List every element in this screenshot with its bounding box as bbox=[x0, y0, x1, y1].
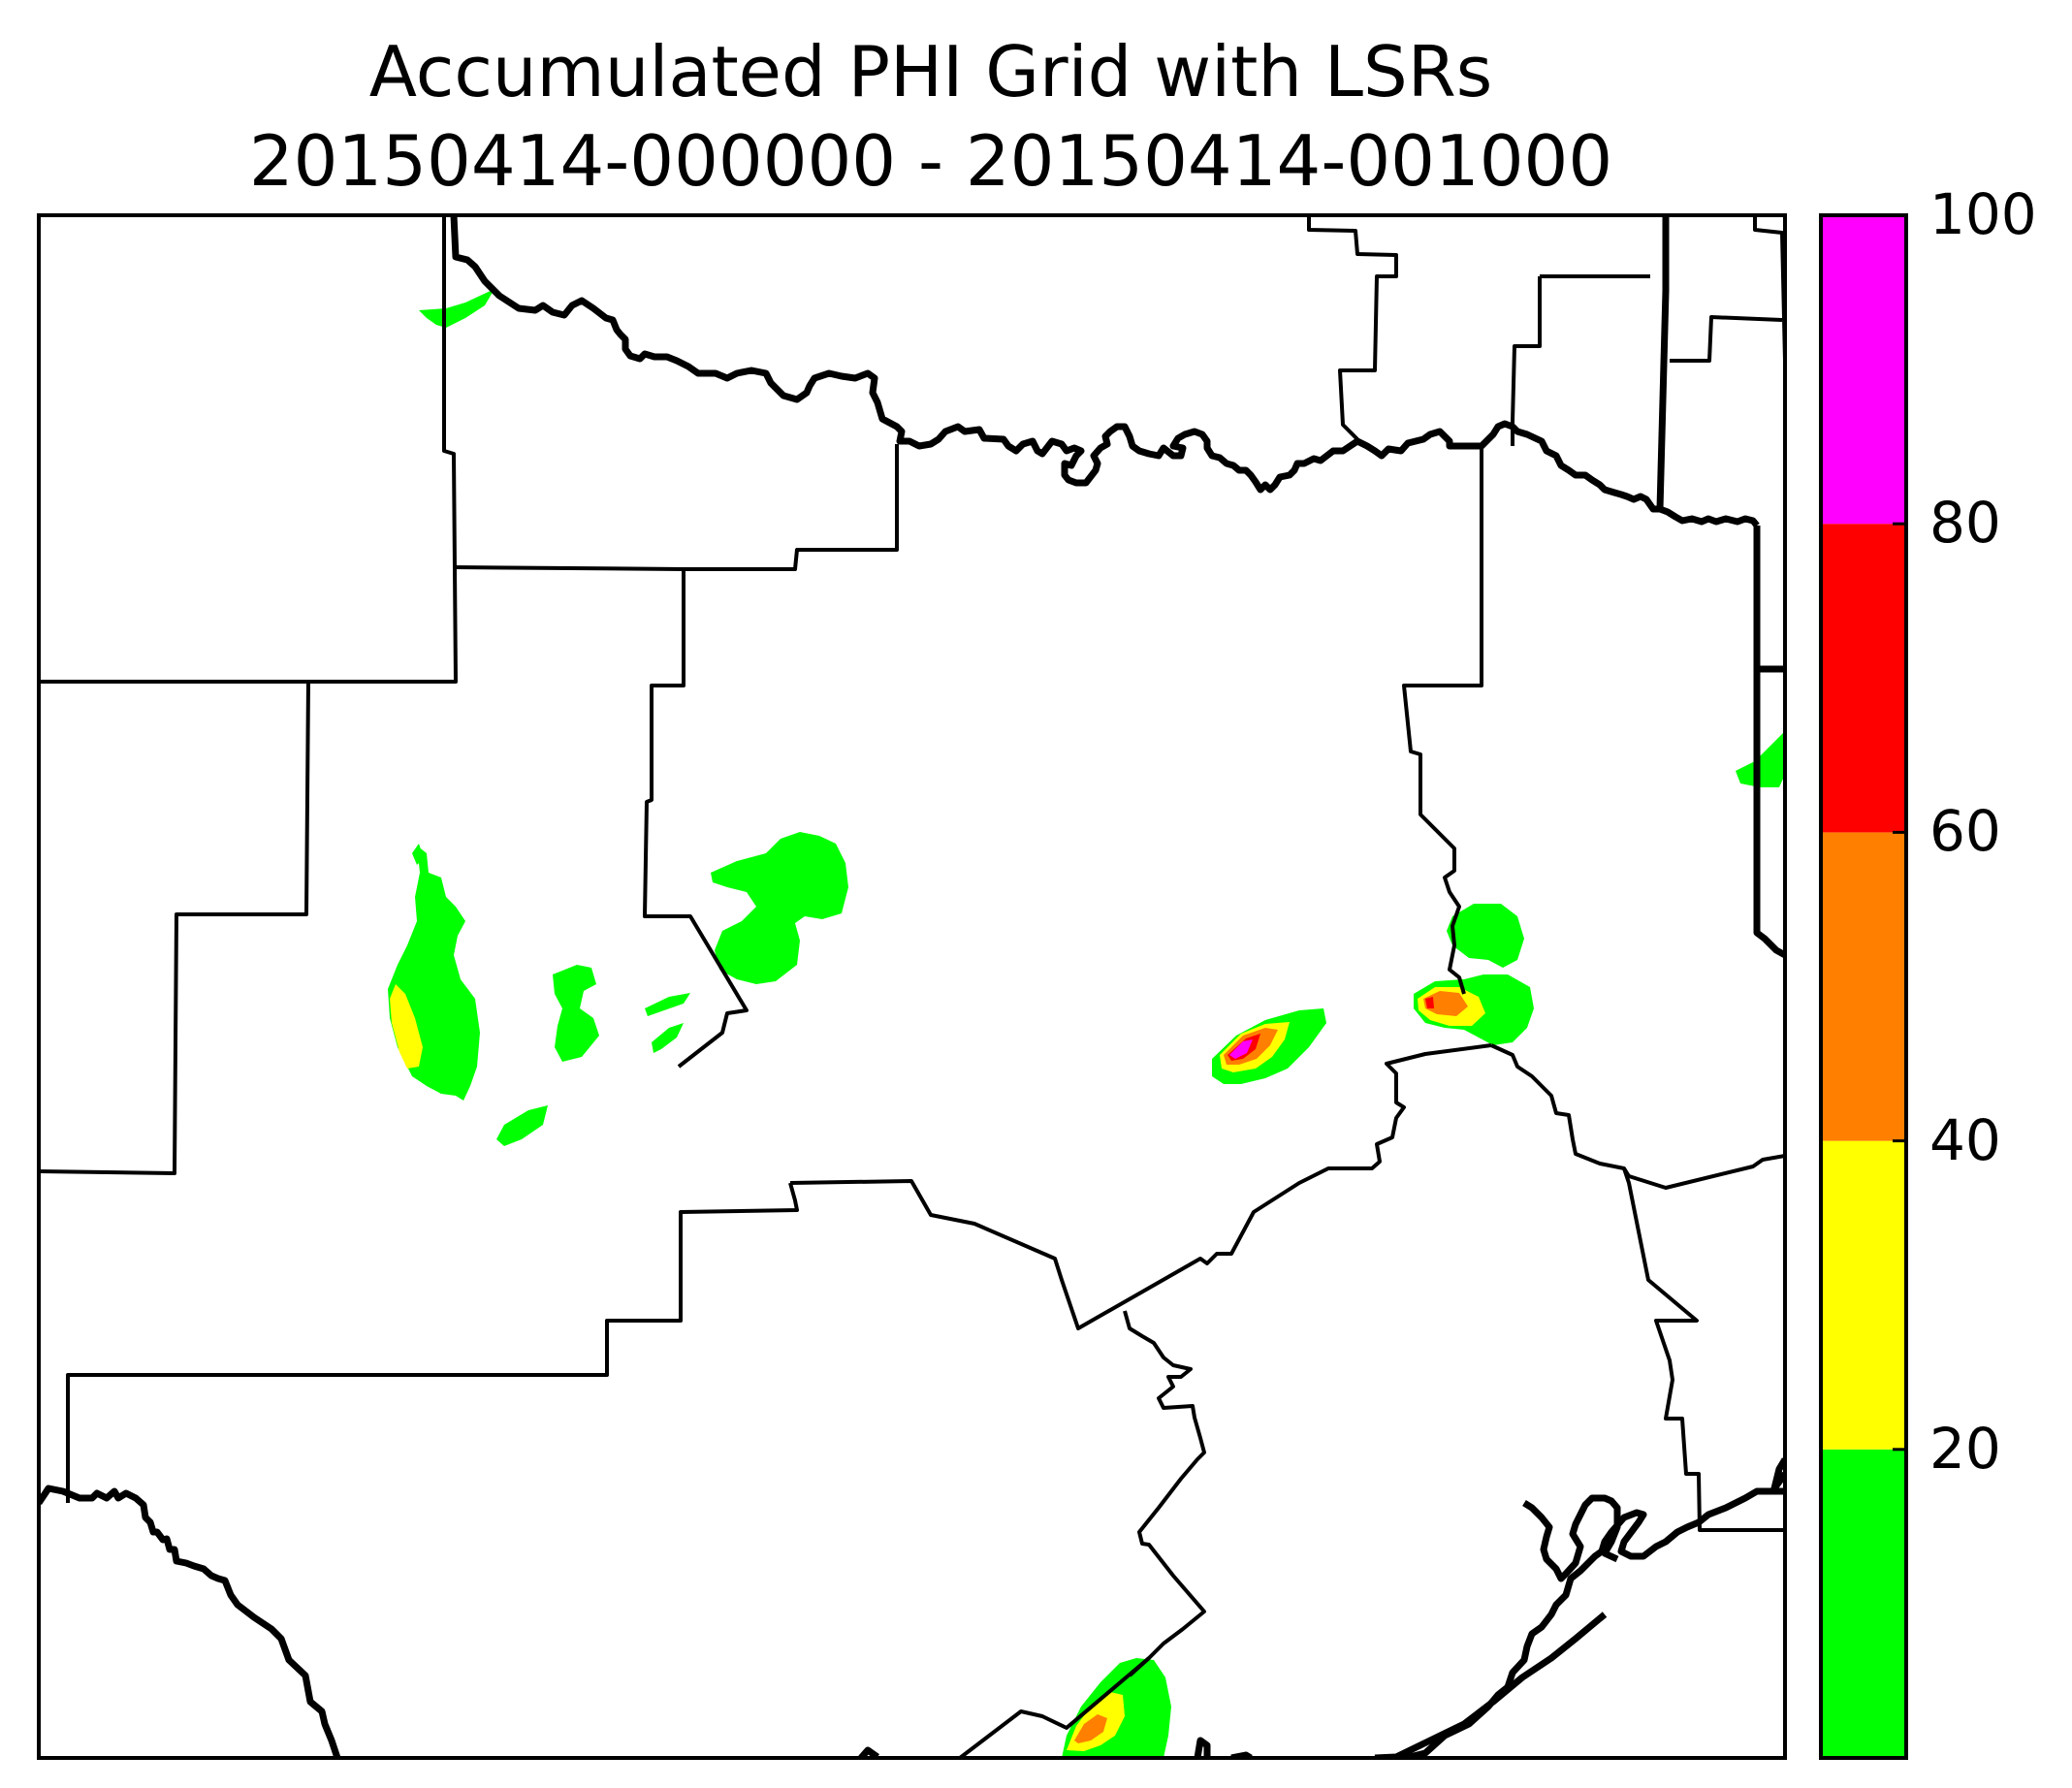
colorbar-ticks bbox=[1893, 213, 1906, 1452]
map-title-line2: 20150414-000000 - 20150414-001000 bbox=[248, 120, 1613, 202]
phi-cell-central-intense bbox=[1212, 1008, 1326, 1084]
colorbar-bin-40-60 bbox=[1821, 832, 1906, 1141]
colorbar-bin-0-20 bbox=[1821, 1449, 1906, 1758]
colorbar bbox=[1819, 213, 1908, 1760]
phi-area-extreme bbox=[1229, 1039, 1253, 1059]
phi-cell-small-southwest bbox=[496, 1105, 548, 1146]
phi-cell-north-central bbox=[711, 832, 848, 984]
colorbar-tick-label: 20 bbox=[1929, 1415, 2001, 1482]
phi-cell-west bbox=[388, 844, 480, 1101]
colorbar-tick-label: 100 bbox=[1929, 181, 2037, 247]
colorbar-frame bbox=[1819, 213, 1908, 1760]
phi-area-low bbox=[1447, 904, 1524, 968]
state-boundaries bbox=[39, 215, 1785, 1758]
phi-cell-northwest-corner bbox=[419, 289, 494, 328]
phi-area-high bbox=[1423, 991, 1468, 1016]
phi-cell-south bbox=[1062, 1658, 1171, 1758]
phi-cell-mid-west bbox=[553, 965, 599, 1062]
phi-area-low bbox=[388, 846, 480, 1101]
phi-area-high bbox=[1074, 1714, 1107, 1743]
colorbar-bin-20-40 bbox=[1821, 1140, 1906, 1450]
phi-cell-east-edge bbox=[1736, 732, 1785, 787]
phi-area-low bbox=[412, 844, 424, 865]
phi-cell-streak-2 bbox=[652, 1023, 684, 1053]
phi-area-veryhigh bbox=[1425, 997, 1434, 1008]
colorbar-bin-80-100 bbox=[1821, 215, 1906, 525]
phi-cell-east-cluster bbox=[1414, 904, 1534, 1045]
colorbar-tick-label: 60 bbox=[1929, 798, 2001, 865]
colorbar-tick-label: 40 bbox=[1929, 1106, 2001, 1173]
colorbar-tick-label: 80 bbox=[1929, 490, 2001, 557]
map-title-line1: Accumulated PHI Grid with LSRs bbox=[368, 31, 1493, 112]
map-frame bbox=[37, 213, 1787, 1760]
phi-cell-streak-1 bbox=[645, 993, 690, 1016]
colorbar-bin-60-80 bbox=[1821, 524, 1906, 833]
phi-area-mid bbox=[390, 984, 423, 1069]
